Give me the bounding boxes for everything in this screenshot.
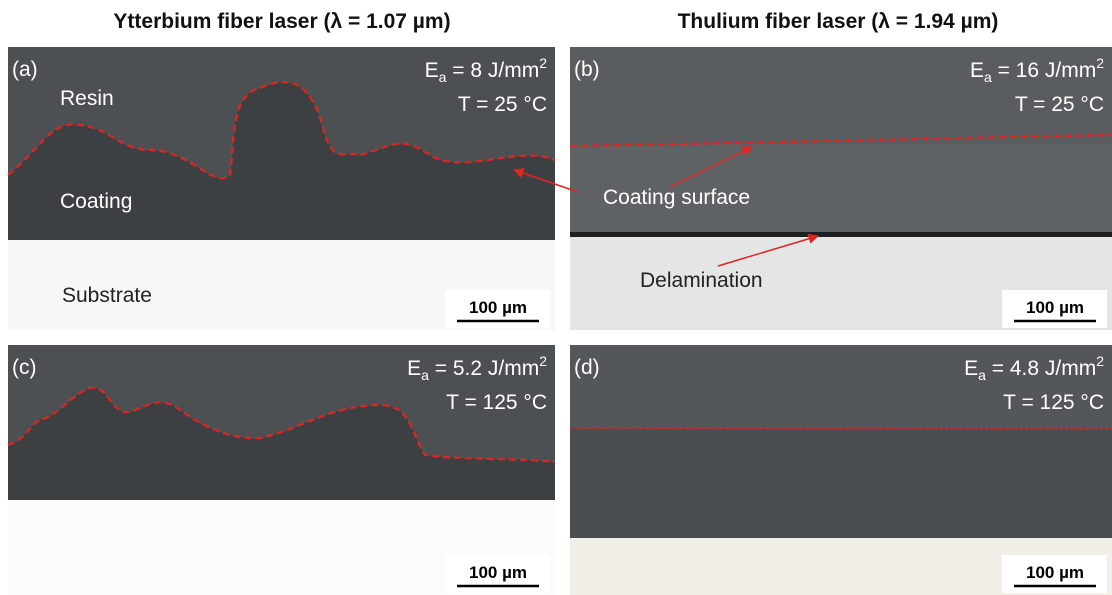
annotation: Coating — [60, 190, 132, 213]
panel-label: (b) — [574, 58, 600, 81]
energy-label: Ea = 4.8 J/mm2 — [964, 353, 1104, 383]
temperature-label: T = 25 °C — [458, 93, 547, 116]
temperature-label: T = 125 °C — [1003, 391, 1104, 414]
value: = 16 J/mm — [992, 59, 1096, 82]
symbol: E — [964, 357, 978, 380]
column-title: Thulium fiber laser (λ = 1.94 µm) — [678, 10, 999, 33]
superscript: 2 — [1096, 55, 1104, 71]
symbol: E — [970, 59, 984, 82]
scale-bar-label: 100 µm — [469, 563, 527, 582]
value: = 5.2 J/mm — [429, 357, 539, 380]
value: = 8 J/mm — [446, 59, 539, 82]
subscript: a — [978, 367, 986, 383]
superscript: 2 — [539, 353, 547, 369]
panel-label: (a) — [12, 58, 38, 81]
figure: Ytterbium fiber laser (λ = 1.07 µm) Thul… — [0, 0, 1112, 595]
annotation: Coating surface — [603, 186, 750, 209]
subscript: a — [421, 367, 429, 383]
superscript: 2 — [539, 55, 547, 71]
scale-bar-label: 100 µm — [1026, 563, 1084, 582]
scale-bar-label: 100 µm — [469, 298, 527, 317]
temperature-label: T = 125 °C — [446, 391, 547, 414]
energy-label: Ea = 5.2 J/mm2 — [407, 353, 547, 383]
panel-label: (c) — [12, 356, 37, 379]
scale-bar-label: 100 µm — [1026, 298, 1084, 317]
subscript: a — [984, 69, 992, 85]
superscript: 2 — [1096, 353, 1104, 369]
annotation: Delamination — [640, 269, 763, 292]
annotation: Substrate — [62, 284, 152, 307]
symbol: E — [425, 59, 439, 82]
subscript: a — [439, 69, 447, 85]
panel-label: (d) — [574, 356, 600, 379]
column-title: Ytterbium fiber laser (λ = 1.07 µm) — [113, 10, 450, 33]
symbol: E — [407, 357, 421, 380]
value: = 4.8 J/mm — [986, 357, 1096, 380]
temperature-label: T = 25 °C — [1015, 93, 1104, 116]
annotation: Resin — [60, 87, 114, 110]
